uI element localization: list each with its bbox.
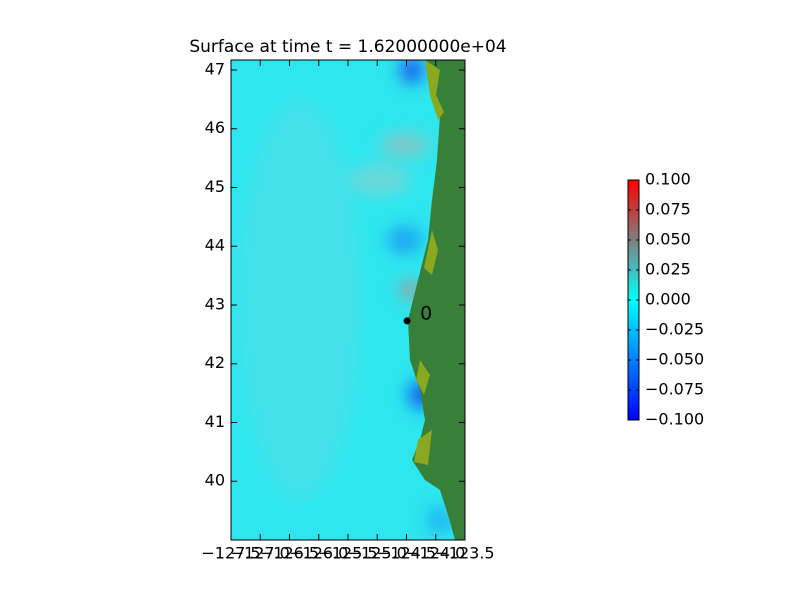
gauge-label: 0 [420, 302, 432, 324]
colorbar-tick-label: 0.025 [645, 260, 691, 279]
land [408, 60, 465, 540]
map [231, 60, 465, 540]
y-tick-label: 46 [205, 118, 225, 137]
x-tick-label: −125.5 [318, 544, 377, 563]
colorbar-tick-label: −0.025 [645, 320, 704, 339]
colorbar-tick-label: 0.075 [645, 200, 691, 219]
gauge-point [403, 317, 411, 325]
colorbar-tick-label: −0.050 [645, 350, 704, 369]
colorbar-tick-label: 0.000 [645, 290, 691, 309]
x-tick-label: −126.5 [260, 544, 319, 563]
y-tick-label: 40 [205, 471, 225, 490]
x-tick-label: −126.0 [289, 544, 348, 563]
y-tick-label: 44 [205, 236, 225, 255]
colorbar-tick-label: 0.100 [645, 170, 691, 189]
y-tick-label: 41 [205, 412, 225, 431]
y-tick-label: 42 [205, 353, 225, 372]
x-tick-label: −124.5 [377, 544, 436, 563]
y-tick-label: 45 [205, 177, 225, 196]
x-tick-label: −127.0 [231, 544, 290, 563]
surface-field [240, 60, 454, 534]
x-tick-label: −127.5 [201, 544, 260, 563]
colorbar-tick-label: 0.050 [645, 230, 691, 249]
y-tick-label: 47 [205, 59, 225, 78]
colorbar-tick-label: −0.100 [645, 410, 704, 429]
shore-detail [414, 60, 444, 465]
colorbar-tick-label: −0.075 [645, 380, 704, 399]
x-tick-label: −125.0 [348, 544, 407, 563]
x-tick-label: −123.5 [435, 544, 494, 563]
x-tick-label: −124.0 [406, 544, 465, 563]
y-tick-label: 43 [205, 294, 225, 313]
chart-title: Surface at time t = 1.62000000e+04 [189, 37, 506, 57]
